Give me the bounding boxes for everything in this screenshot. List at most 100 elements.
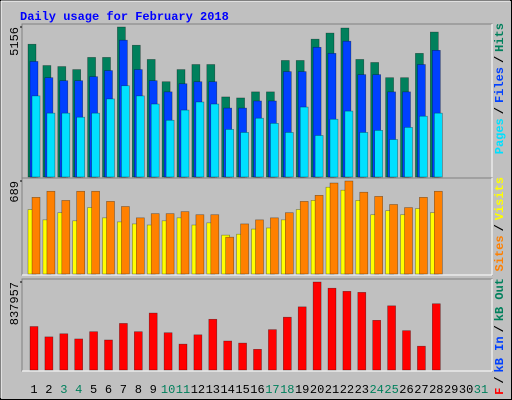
bar bbox=[106, 98, 115, 178]
x-tick-label: 18 bbox=[280, 383, 294, 397]
x-tick-label: 1 bbox=[30, 383, 37, 397]
bar bbox=[148, 312, 158, 371]
legend-entry: Visits bbox=[493, 177, 507, 220]
bar bbox=[29, 326, 39, 371]
x-tick-label: 19 bbox=[295, 383, 309, 397]
bar bbox=[31, 197, 41, 275]
bar bbox=[419, 197, 428, 275]
x-tick-label: 29 bbox=[444, 383, 458, 397]
bar bbox=[210, 103, 220, 178]
x-tick-label: 23 bbox=[355, 383, 369, 397]
x-tick-label: 17 bbox=[265, 383, 279, 397]
bar bbox=[357, 292, 367, 371]
legend-entry: Hits bbox=[493, 23, 507, 52]
bar bbox=[119, 323, 128, 371]
y-tick-label: 837957 bbox=[8, 282, 22, 325]
bar bbox=[104, 339, 113, 371]
bar bbox=[89, 331, 98, 371]
bar bbox=[284, 132, 294, 178]
x-tick-label: 20 bbox=[310, 383, 324, 397]
legend: Pages / Files / Hits bbox=[493, 23, 507, 154]
bar bbox=[225, 129, 234, 178]
bar bbox=[404, 127, 413, 178]
x-tick-label: 8 bbox=[135, 383, 142, 397]
bar bbox=[387, 305, 396, 371]
bar bbox=[150, 103, 160, 178]
bar bbox=[210, 214, 220, 275]
bar bbox=[46, 190, 56, 275]
legend-entry: Files bbox=[493, 67, 507, 103]
legend-separator: / bbox=[493, 56, 507, 63]
bar bbox=[240, 132, 249, 178]
x-tick-label: 4 bbox=[75, 383, 82, 397]
bar bbox=[31, 95, 41, 178]
bar bbox=[255, 219, 264, 275]
x-tick-label: 27 bbox=[414, 383, 428, 397]
bar bbox=[253, 348, 262, 371]
legend-separator: / bbox=[493, 376, 507, 383]
bar bbox=[389, 139, 398, 178]
bar bbox=[134, 331, 143, 371]
bar bbox=[327, 287, 337, 371]
bar bbox=[359, 191, 369, 275]
bar bbox=[270, 122, 279, 178]
legend-entry: kB Out bbox=[493, 278, 507, 321]
bar bbox=[297, 306, 307, 371]
bar bbox=[150, 213, 160, 275]
x-tick-label: 15 bbox=[235, 383, 249, 397]
bar bbox=[225, 236, 234, 275]
bar bbox=[314, 195, 324, 275]
bar bbox=[240, 223, 249, 275]
bar bbox=[329, 182, 339, 275]
x-tick-label: 24 bbox=[369, 383, 383, 397]
x-tick-label: 9 bbox=[150, 383, 157, 397]
bar bbox=[106, 201, 115, 275]
x-tick-label: 16 bbox=[250, 383, 264, 397]
bar bbox=[342, 291, 352, 371]
bar bbox=[178, 343, 188, 371]
x-tick-label: 5 bbox=[90, 383, 97, 397]
y-tick-label: 689 bbox=[8, 181, 22, 203]
bar bbox=[419, 115, 428, 178]
legend-entry: kB F bbox=[493, 388, 507, 400]
x-tick-label: 10 bbox=[161, 383, 175, 397]
bar bbox=[389, 204, 398, 275]
bar bbox=[180, 211, 190, 275]
x-tick-label: 2 bbox=[45, 383, 52, 397]
bar bbox=[299, 201, 309, 275]
bar bbox=[91, 112, 100, 178]
x-tick-label: 25 bbox=[384, 383, 398, 397]
x-tick-label: 6 bbox=[105, 383, 112, 397]
bar bbox=[76, 116, 85, 178]
bar bbox=[314, 135, 324, 178]
bar bbox=[299, 106, 309, 178]
x-tick-label: 3 bbox=[60, 383, 67, 397]
chart-title: Daily usage for February 2018 bbox=[20, 10, 229, 24]
bar bbox=[417, 345, 426, 371]
bar bbox=[208, 318, 218, 371]
bar bbox=[284, 212, 294, 275]
x-tick-label: 12 bbox=[191, 383, 205, 397]
x-tick-label: 7 bbox=[120, 383, 127, 397]
bar bbox=[121, 206, 130, 275]
x-tick-label: 22 bbox=[340, 383, 354, 397]
x-tick-label: 28 bbox=[429, 383, 443, 397]
bar bbox=[329, 118, 339, 178]
bar bbox=[402, 330, 411, 371]
bar bbox=[312, 281, 322, 371]
bar bbox=[374, 196, 384, 275]
bar bbox=[163, 332, 173, 371]
bar bbox=[46, 112, 56, 178]
bar bbox=[76, 190, 85, 275]
x-tick-label: 21 bbox=[325, 383, 339, 397]
bar bbox=[136, 95, 145, 178]
bar bbox=[404, 207, 413, 275]
bar bbox=[165, 213, 175, 275]
x-tick-label: 14 bbox=[220, 383, 234, 397]
legend-separator: / bbox=[493, 325, 507, 332]
bar bbox=[282, 316, 292, 371]
bar bbox=[374, 130, 384, 178]
bar bbox=[44, 336, 54, 371]
y-tick-label: 5156 bbox=[8, 27, 22, 56]
